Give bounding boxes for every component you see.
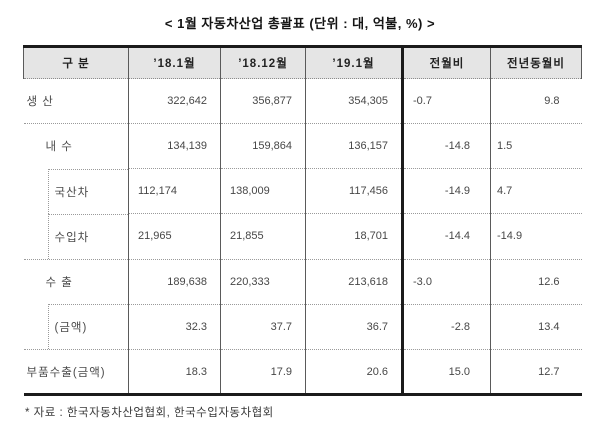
- row-label: (금액): [47, 304, 128, 349]
- table-cell: 322,642: [128, 78, 221, 124]
- table-title: < 1월 자동차산업 총괄표 (단위 : 대, 억불, %) >: [164, 16, 436, 31]
- table-cell: 4.7: [490, 168, 582, 214]
- row-label: 수 출: [45, 276, 73, 289]
- table-cell: 18,701: [305, 213, 403, 259]
- table-cell: 117,456: [305, 168, 403, 214]
- table-cell: -2.8: [401, 303, 491, 350]
- table-cell: 20.6: [305, 349, 403, 395]
- table-row-domestic-sales: 내 수 134,139 159,864 136,157 -14.8 1.5: [23, 123, 582, 169]
- table-cell: 32.3: [128, 303, 221, 350]
- table-row-export-amount: (금액) 32.3 37.7 36.7 -2.8 13.4: [24, 303, 582, 350]
- table-cell: -14.4: [401, 213, 491, 259]
- table-row-production: 생 산 322,642 356,877 354,305 -0.7 9.8: [23, 78, 582, 124]
- table-cell: -14.8: [401, 123, 491, 169]
- table-cell: 21,855: [220, 213, 306, 259]
- table-cell: 134,139: [128, 123, 221, 169]
- table-cell: 213,618: [305, 258, 403, 304]
- table-cell: 138,009: [220, 168, 306, 214]
- column-header-18-01: ’18.1월: [128, 46, 221, 79]
- table-cell: 36.7: [305, 303, 403, 350]
- table-cell: -0.7: [401, 78, 491, 124]
- table-cell: -3.0: [401, 258, 491, 304]
- table-cell: -14.9: [401, 168, 491, 214]
- table-cell: 18.3: [128, 349, 221, 395]
- column-header-mom: 전월비: [401, 46, 491, 79]
- column-header-19-01: ’19.1월: [305, 46, 403, 79]
- row-label: 국산차: [47, 168, 128, 214]
- column-header-yoy: 전년동월비: [490, 46, 582, 79]
- table-cell: 356,877: [220, 78, 306, 124]
- table-cell: 136,157: [305, 123, 403, 169]
- table-cell: 189,638: [128, 258, 221, 304]
- column-header-category: 구 분: [23, 46, 129, 79]
- table-cell: 21,965: [128, 213, 221, 259]
- table-cell: 12.7: [490, 349, 582, 395]
- table-cell: -14.9: [490, 213, 582, 259]
- table-row-domestic-cars: 국산차 112,174 138,009 117,456 -14.9 4.7: [24, 168, 582, 214]
- table-cell: 37.7: [220, 303, 306, 350]
- table-cell: 159,864: [220, 123, 306, 169]
- table-cell: 17.9: [220, 349, 306, 395]
- table-cell: 13.4: [490, 303, 582, 350]
- table-cell: 1.5: [490, 123, 582, 169]
- table-cell: 9.8: [490, 78, 582, 124]
- row-label: 수입차: [47, 213, 128, 259]
- table-row-parts-export: 부품수출(금액) 18.3 17.9 20.6 15.0 12.7: [23, 349, 582, 395]
- table-header-row: 구 분 ’18.1월 ’18.12월 ’19.1월 전월비 전년동월비: [23, 46, 582, 79]
- source-footnote: * 자료 : 한국자동차산업협회, 한국수입자동차협회: [25, 407, 274, 419]
- row-label: 생 산: [26, 96, 54, 108]
- row-label: 내 수: [45, 141, 73, 154]
- table-cell: 354,305: [305, 78, 403, 124]
- auto-industry-summary-table: 구 분 ’18.1월 ’18.12월 ’19.1월 전월비 전년동월비 생 산 …: [23, 45, 582, 396]
- row-label: 부품수출(금액): [26, 366, 106, 379]
- table-cell: 220,333: [220, 258, 306, 304]
- table-row-exports: 수 출 189,638 220,333 213,618 -3.0 12.6: [23, 258, 582, 304]
- table-cell: 15.0: [401, 349, 491, 395]
- column-header-18-12: ’18.12월: [220, 46, 306, 79]
- table-cell: 12.6: [490, 258, 582, 304]
- table-cell: 112,174: [128, 168, 221, 214]
- table-row-imported-cars: 수입차 21,965 21,855 18,701 -14.4 -14.9: [24, 213, 582, 259]
